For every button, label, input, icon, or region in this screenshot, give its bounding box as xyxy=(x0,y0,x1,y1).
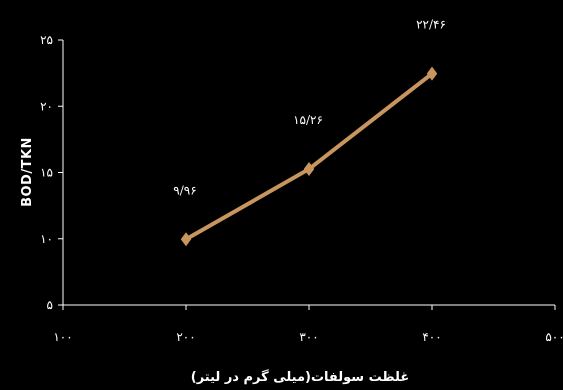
y-tick-label: ۱۵ xyxy=(40,166,53,180)
data-point-marker xyxy=(180,232,192,247)
data-label: ۲۲/۴۶ xyxy=(416,18,446,32)
x-tick-label: ۵۰۰ xyxy=(545,330,563,344)
y-tick-label: ۲۰ xyxy=(40,99,53,113)
x-tick-label: ۴۰۰ xyxy=(422,330,441,344)
x-tick-label: ۳۰۰ xyxy=(299,330,318,344)
x-axis-label: غلظت سولفات(میلی گرم در لیتر) xyxy=(191,369,409,385)
data-label: ۹/۹۶ xyxy=(173,183,196,197)
series-line xyxy=(185,72,434,242)
y-tick-label: ۲۵ xyxy=(40,33,53,47)
data-label: ۱۵/۲۶ xyxy=(293,113,323,127)
y-tick-label: ۱۰ xyxy=(40,232,53,246)
x-tick-label: ۱۰۰ xyxy=(53,330,72,344)
x-tick-label: ۲۰۰ xyxy=(176,330,195,344)
y-axis-label: BOD/TKN xyxy=(20,137,35,207)
data-point-marker xyxy=(303,162,315,177)
y-tick-label: ۵ xyxy=(47,298,53,312)
data-point-marker xyxy=(426,66,438,81)
